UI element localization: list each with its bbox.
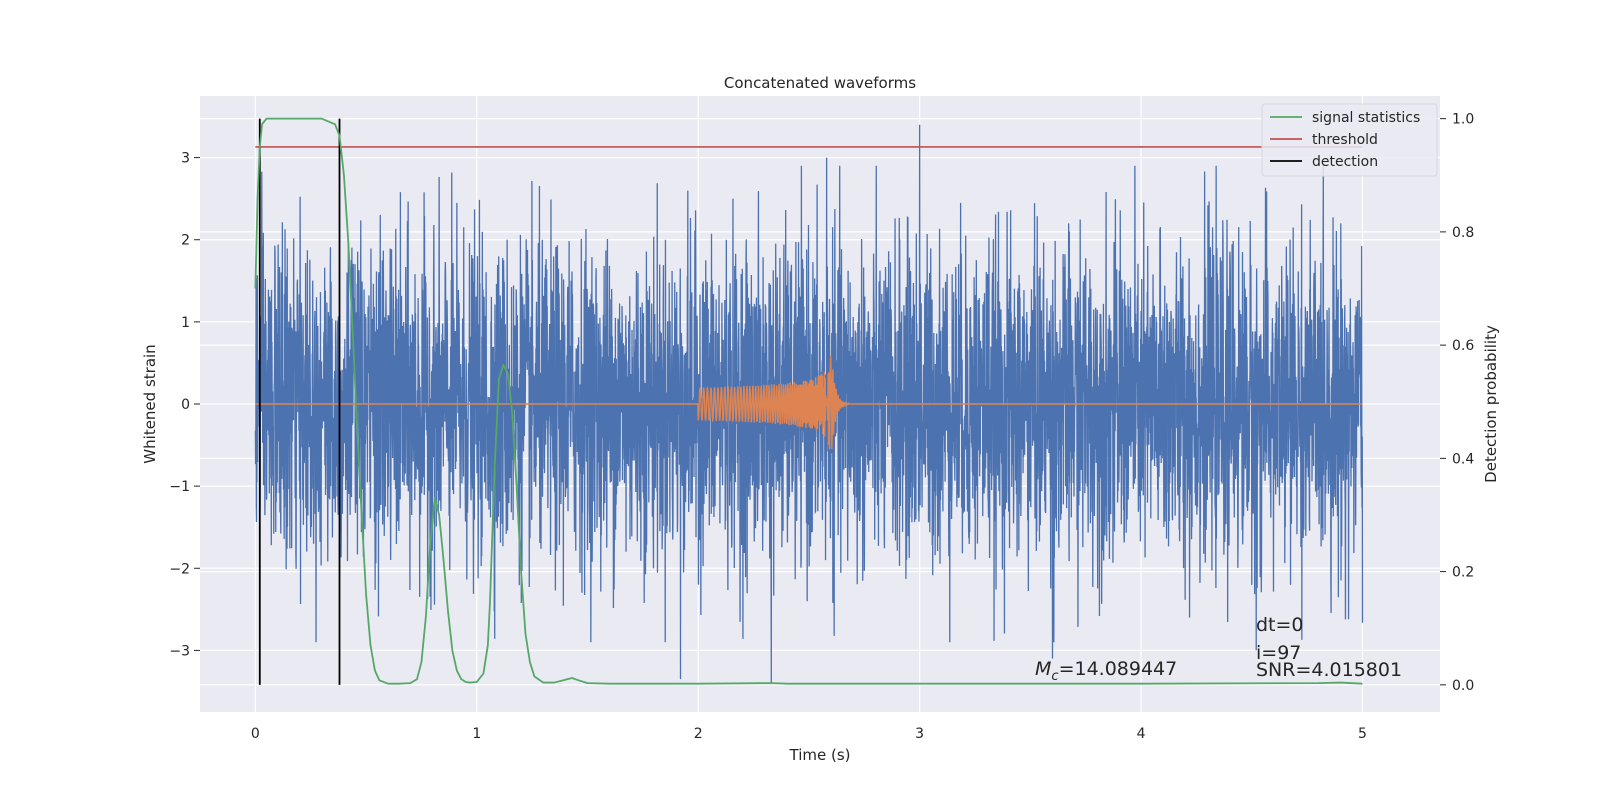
annotation-mc-subscript: c — [1051, 669, 1058, 684]
y2-tick-label: 0.0 — [1452, 678, 1474, 694]
y2-tick-label: 0.4 — [1452, 451, 1474, 467]
y-tick-label: −2 — [169, 561, 190, 577]
annotation-i: i=97 — [1256, 642, 1301, 664]
annotation-snr: SNR=4.015801 — [1256, 659, 1402, 681]
legend: signal statistics threshold detection — [1261, 103, 1438, 177]
y-tick-label: 2 — [181, 233, 190, 249]
x-tick-label: 2 — [694, 726, 703, 742]
y2-tick-label: 0.6 — [1452, 338, 1474, 354]
legend-label-detection: detection — [1312, 154, 1378, 170]
x-tick-label: 1 — [472, 726, 481, 742]
x-axis: 0 1 2 3 4 5 — [251, 726, 1367, 742]
x-tick-label: 0 — [251, 726, 260, 742]
series-signal-statistics — [254, 117, 1363, 685]
series-whitened-strain — [254, 124, 1364, 684]
legend-label-signal-statistics: signal statistics — [1312, 110, 1420, 126]
annotation-mc: Mc=14.089447 — [1035, 658, 1177, 684]
x-axis-label: Time (s) — [789, 746, 851, 764]
y-tick-label: 0 — [181, 397, 190, 413]
y-tick-label: −1 — [169, 479, 190, 495]
y-axis-right: 0.0 0.2 0.4 0.6 0.8 1.0 — [1440, 112, 1474, 694]
legend-label-threshold: threshold — [1312, 132, 1378, 148]
y-tick-label: 3 — [181, 151, 190, 167]
y2-axis-label: Detection probability — [1482, 325, 1500, 483]
annotation-mc-value: =14.089447 — [1059, 658, 1178, 680]
y-tick-label: 1 — [181, 315, 190, 331]
y2-tick-label: 0.8 — [1452, 225, 1474, 241]
annotation-mc-symbol: M — [1035, 658, 1051, 680]
legend-box — [1261, 103, 1438, 177]
chart-title: Concatenated waveforms — [724, 74, 916, 92]
y-axis-label: Whitened strain — [141, 344, 159, 463]
y-axis-left: −3 −2 −1 0 1 2 3 — [169, 151, 200, 659]
y2-tick-label: 1.0 — [1452, 112, 1474, 128]
x-tick-label: 4 — [1137, 726, 1146, 742]
annotation-dt: dt=0 — [1256, 614, 1304, 636]
x-tick-label: 3 — [915, 726, 924, 742]
x-tick-label: 5 — [1358, 726, 1367, 742]
y-tick-label: −3 — [169, 643, 190, 659]
series-injected-chirp — [255, 355, 1363, 450]
y2-tick-label: 0.2 — [1452, 565, 1474, 581]
plot-content — [254, 117, 1364, 685]
annotations: Mc=14.089447 dt=0 i=97 SNR=4.015801 — [1035, 614, 1402, 684]
